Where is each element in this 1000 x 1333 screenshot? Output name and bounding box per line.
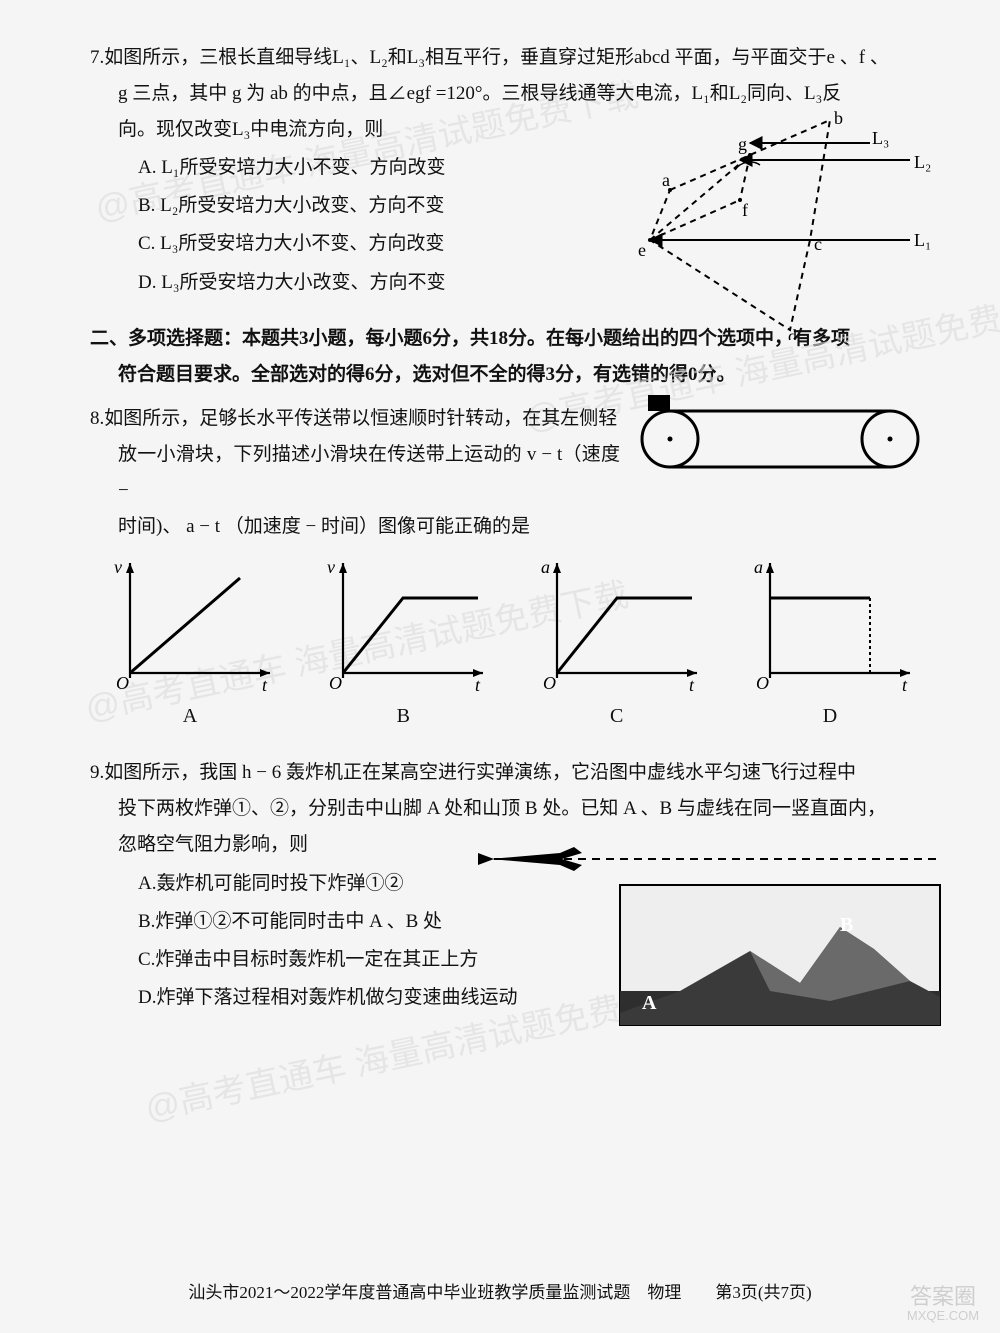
chartA-ylabel: v: [114, 557, 122, 577]
q8-chart-A: v t O A: [90, 553, 290, 735]
chartD-ylabel: a: [754, 557, 763, 577]
section-2-line2: 符合题目要求。全部选对的得6分，选对但不全的得3分，有选错的得0分。: [90, 357, 930, 393]
q9-stem-line2: 投下两枚炸弹①、②，分别击中山脚 A 处和山顶 B 处。已知 A 、B 与虚线在…: [90, 791, 930, 827]
q7-label-g: g: [738, 134, 747, 154]
q7-figure: a b c d e f g L₁ L₂ L₃: [610, 110, 940, 340]
q7-label-e: e: [638, 240, 646, 260]
page-footer: 汕头市2021～2022学年度普通高中毕业班教学质量监测试题 物理 第3页(共7…: [0, 1277, 1000, 1309]
q7-label-L2: L₂: [914, 152, 931, 172]
chartB-xlabel: t: [475, 675, 481, 693]
svg-text:O: O: [116, 673, 129, 693]
q9-figure: A B: [470, 841, 950, 1041]
chartC-xlabel: t: [689, 675, 695, 693]
chartD-label: D: [730, 697, 930, 735]
chartA-label: A: [90, 697, 290, 735]
q8-chart-B: v t O B: [303, 553, 503, 735]
q7-label-a: a: [662, 170, 670, 190]
q7-label-b: b: [834, 110, 843, 128]
chartA-xlabel: t: [262, 675, 268, 693]
chartD-xlabel: t: [902, 675, 908, 693]
q7-label-c: c: [814, 234, 822, 254]
chartC-ylabel: a: [541, 557, 550, 577]
chartB-ylabel: v: [327, 557, 335, 577]
svg-text:O: O: [329, 673, 342, 693]
q8-stem-line3: 时间)、 a − t （加速度 − 时间）图像可能正确的是: [90, 509, 930, 545]
q7-label-L3: L₃: [872, 128, 889, 148]
q7-label-f: f: [742, 200, 748, 220]
q9-label-A: A: [642, 992, 657, 1014]
question-8: 8.如图所示，足够长水平传送带以恒速顺时针转动，在其左侧轻 放一小滑块，下列描述…: [90, 401, 930, 735]
q7-stem-line1: 7.如图所示，三根长直细导线L₁、L₂和L₃相互平行，垂直穿过矩形abcd 平面…: [90, 40, 930, 76]
q8-chart-D: a t O D: [730, 553, 930, 735]
q7-label-d: d: [788, 326, 797, 340]
question-7: 7.如图所示，三根长直细导线L₁、L₂和L₃相互平行，垂直穿过矩形abcd 平面…: [90, 40, 930, 301]
q8-chart-C: a t O C: [517, 553, 717, 735]
q8-charts-row: v t O A v t O B: [90, 553, 930, 735]
watermark-line2: MXQE.COM: [898, 1309, 988, 1323]
q7-stem-line2: g 三点，其中 g 为 ab 的中点，且∠egf =120°。三根导线通等大电流…: [90, 76, 930, 112]
chartB-label: B: [303, 697, 503, 735]
q9-stem-line1: 9.如图所示，我国 h − 6 轰炸机正在某高空进行实弹演练，它沿图中虚线水平匀…: [90, 755, 930, 791]
svg-text:O: O: [756, 673, 769, 693]
q7-label-L1: L₁: [914, 230, 931, 250]
q8-belt-figure: [630, 395, 930, 473]
chartC-label: C: [517, 697, 717, 735]
q9-label-B: B: [840, 914, 853, 936]
question-9: 9.如图所示，我国 h − 6 轰炸机正在某高空进行实弹演练，它沿图中虚线水平匀…: [90, 755, 930, 1016]
svg-text:O: O: [543, 673, 556, 693]
